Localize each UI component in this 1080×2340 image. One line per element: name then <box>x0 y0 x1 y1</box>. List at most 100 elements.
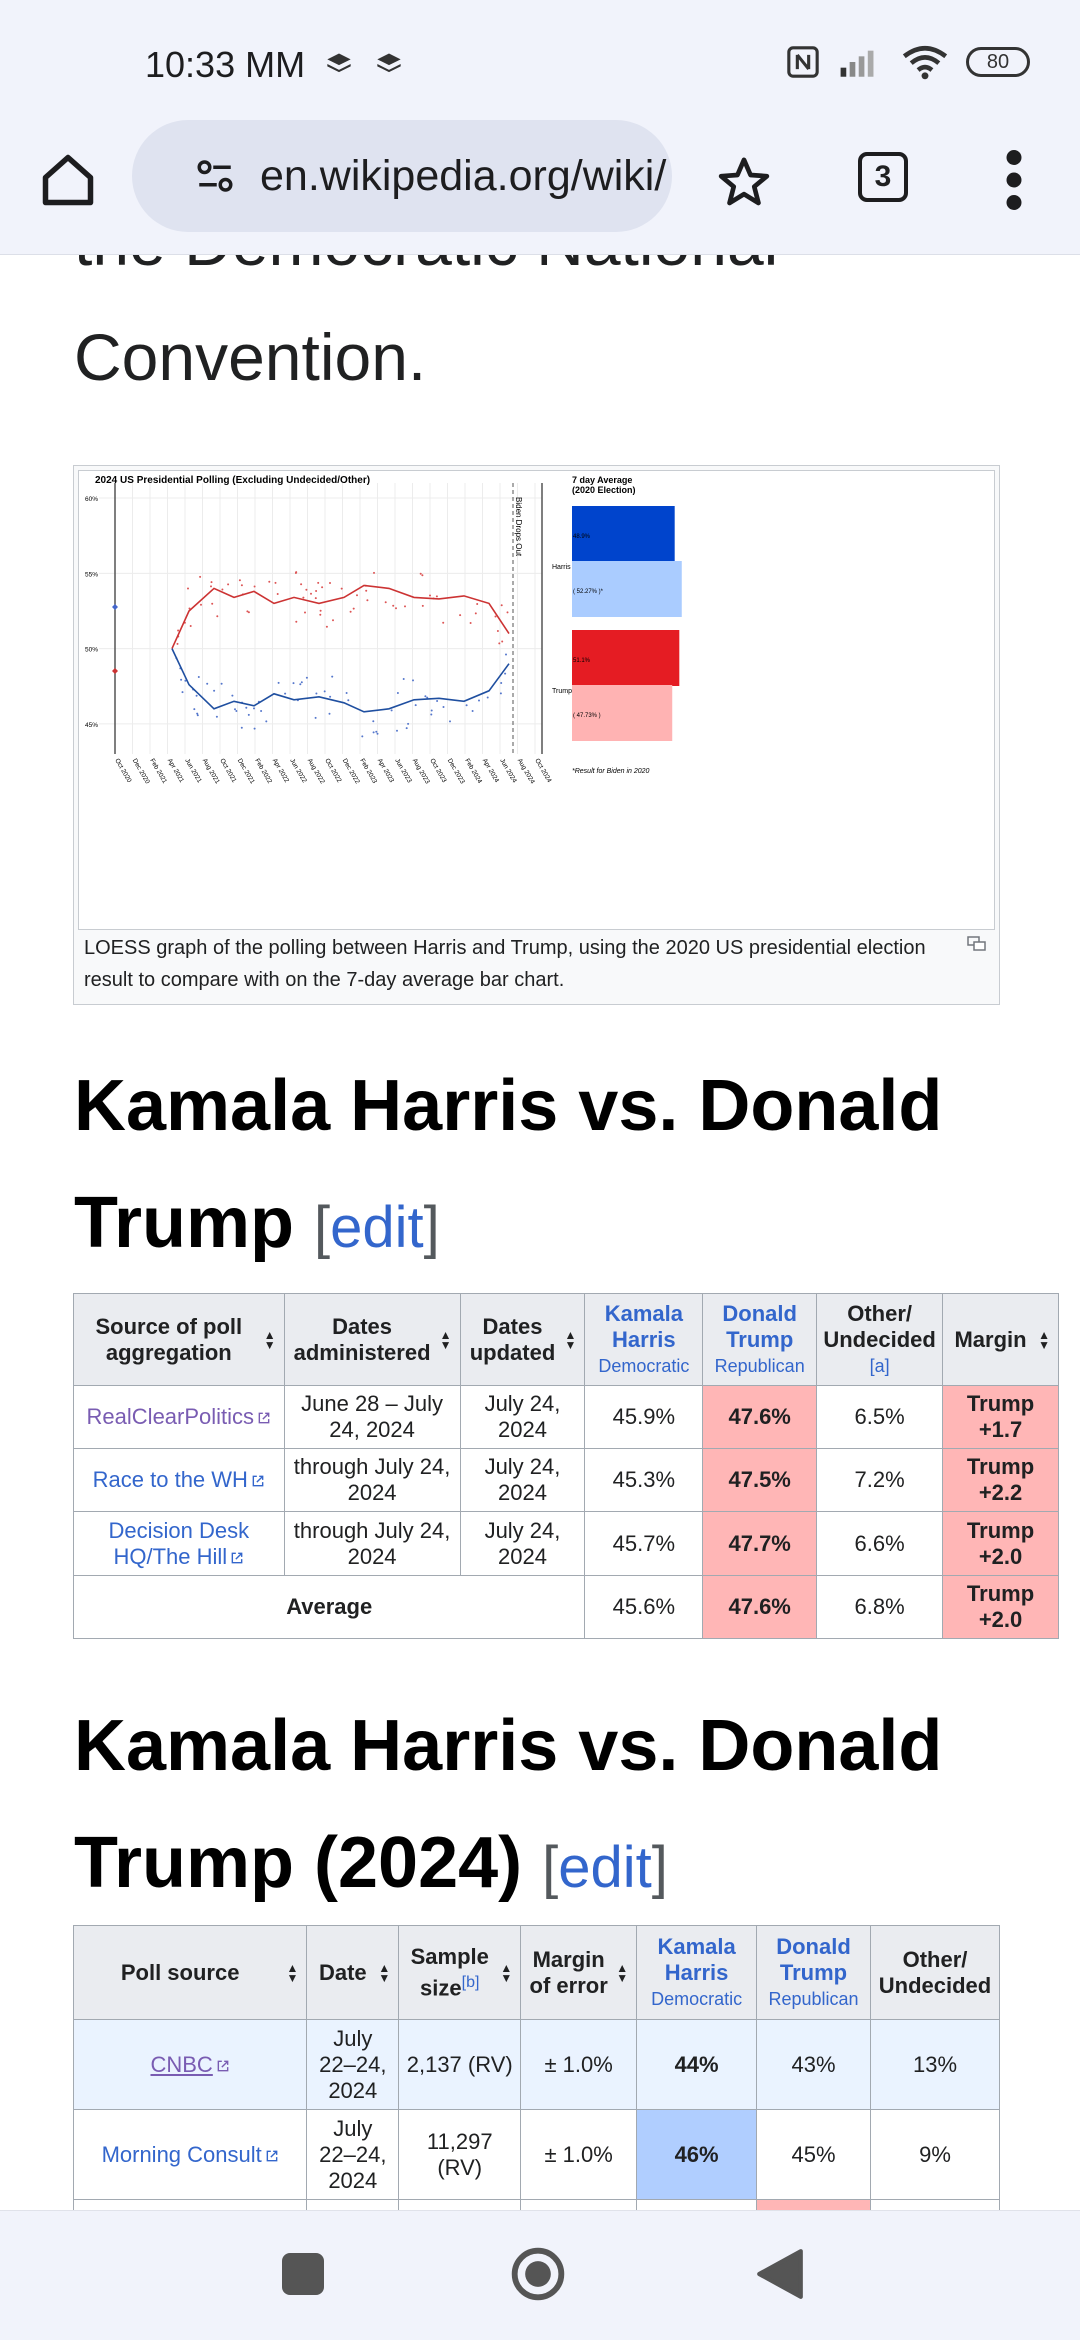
bar-trump <box>572 685 673 741</box>
cell-sample-size: 2,137 (RV) <box>398 2019 522 2110</box>
x-tick-label: Oct 2021 <box>218 758 237 785</box>
bar-trump <box>572 630 680 686</box>
poll-dot <box>331 675 334 678</box>
poll-dot <box>365 589 368 592</box>
poll-dot <box>340 587 343 590</box>
poll-dot <box>197 676 200 678</box>
edit-link[interactable]: edit <box>558 1835 652 1900</box>
poll-dot <box>390 709 393 712</box>
home-icon[interactable] <box>38 150 98 210</box>
cell-trump: 47.6% <box>702 1575 818 1639</box>
poll-dot <box>449 720 451 723</box>
column-header-trump[interactable]: Donald Trump Republican <box>756 1925 871 2020</box>
back-button-icon[interactable] <box>755 2247 805 2301</box>
poll-dot <box>404 605 406 608</box>
tab-switcher-button[interactable]: 3 <box>858 152 908 202</box>
cell-other: 6.6% <box>816 1511 944 1576</box>
table-row: CNBC July 22–24, 2024 2,137 (RV) ± 1.0% … <box>72 2019 1001 2110</box>
poll-dot <box>247 713 250 716</box>
column-header-other: Other/ Undecided [a] <box>816 1293 944 1386</box>
poll-dot <box>500 682 503 684</box>
column-header-margin[interactable]: Margin ▲ ▼ <box>942 1293 1059 1386</box>
poll-dot <box>325 625 328 628</box>
polling-chart: 2024 US Presidential Polling (Excluding … <box>85 475 682 786</box>
cell-dates-updated: July 24, 2024 <box>459 1448 586 1512</box>
poll-dot <box>474 612 477 615</box>
column-header-dates-updated[interactable]: Dates updated ▲ ▼ <box>459 1293 586 1386</box>
column-header-harris[interactable]: Kamala Harris Democratic <box>636 1925 758 2020</box>
recent-apps-button[interactable] <box>282 2253 324 2295</box>
poll-dot <box>486 696 489 699</box>
section-title-line: Kamala Harris vs. Donald <box>74 1706 943 1786</box>
site-settings-icon[interactable] <box>194 155 236 197</box>
poll-dot <box>210 581 213 584</box>
column-header-other: Other/ Undecided <box>869 1925 1001 2020</box>
wifi-icon <box>902 45 948 80</box>
poll-dot <box>426 696 429 699</box>
external-link-icon <box>258 1412 270 1424</box>
poll-dot <box>494 615 497 618</box>
poll-dot <box>328 712 331 715</box>
edit-link[interactable]: edit <box>330 1195 424 1260</box>
battery-indicator: 80 <box>966 47 1030 77</box>
cell-other: 6.8% <box>816 1575 944 1639</box>
poll-dot <box>238 579 241 582</box>
column-header-source[interactable]: Source of poll aggregation ▲ ▼ <box>73 1293 285 1386</box>
cell-dates-administered: June 28 – July 24, 2024 <box>283 1385 461 1449</box>
bookmark-star-icon[interactable] <box>716 154 772 210</box>
more-menu-icon[interactable] <box>1004 150 1024 210</box>
x-tick-label: Aug 2024 <box>516 758 536 786</box>
y-tick-label: 45% <box>85 722 98 729</box>
cell-margin: Trump +2.2 <box>942 1448 1059 1512</box>
poll-dot <box>459 614 462 617</box>
poll-dot <box>506 611 509 614</box>
harris-2020-marker <box>112 604 118 610</box>
source-link[interactable]: RealClearPolitics <box>73 1385 285 1449</box>
external-link-icon <box>217 2060 229 2071</box>
y-tick-label: 60% <box>85 496 98 503</box>
x-tick-label: Apr 2024 <box>481 758 500 785</box>
browser-toolbar: en.wikipedia.org/wiki/ 3 <box>0 120 1080 255</box>
poll-dot <box>235 710 238 712</box>
cell-dates-updated: July 24, 2024 <box>459 1511 586 1576</box>
section-title-line: Kamala Harris vs. Donald <box>74 1066 943 1146</box>
column-header-sample-size[interactable]: Sample size[b] ▲ ▼ <box>398 1925 522 2020</box>
cell-margin: Trump +1.7 <box>942 1385 1059 1449</box>
bar-value-label: 48.9% <box>573 534 591 540</box>
poll-dot <box>419 572 422 575</box>
x-tick-label: Oct 2024 <box>533 758 552 785</box>
layers-icon <box>327 53 351 73</box>
source-link[interactable]: Race to the WH <box>73 1448 285 1512</box>
poll-dot <box>352 607 355 610</box>
chart-marker-label: Biden Drops Out <box>514 497 523 557</box>
home-button-icon[interactable] <box>510 2246 566 2302</box>
poll-dot <box>227 583 230 586</box>
column-header-trump[interactable]: Donald Trump Republican <box>702 1293 818 1386</box>
poll-dot <box>199 575 202 578</box>
poll-dot <box>253 707 255 710</box>
footnote-link-a[interactable]: [a] <box>869 1355 890 1376</box>
polling-figure: 2024 US Presidential Polling (Excluding … <box>73 465 1000 1005</box>
column-header-margin-of-error[interactable]: Margin of error ▲ ▼ <box>520 1925 638 2020</box>
polling-chart-image[interactable]: 2024 US Presidential Polling (Excluding … <box>78 470 995 930</box>
chart-y-ticks: 60% 55% 50% 45% <box>85 496 98 729</box>
x-tick-label: Dec 2022 <box>341 758 361 786</box>
polling-aggregation-table: Source of poll aggregation ▲ ▼ Dates admin… <box>72 1293 1059 1639</box>
footnote-link-b[interactable]: [b] <box>461 1973 480 1991</box>
column-header-harris[interactable]: Kamala Harris Democratic <box>584 1293 704 1386</box>
poll-dot <box>314 597 317 600</box>
address-bar[interactable]: en.wikipedia.org/wiki/ <box>132 120 672 232</box>
x-tick-label: Dec 2020 <box>131 758 151 786</box>
source-link[interactable]: Decision Desk HQ/The Hill <box>73 1511 285 1576</box>
column-header-date[interactable]: Date ▲ ▼ <box>306 1925 400 2020</box>
table-row: RealClearPolitics June 28 – July 24, 202… <box>73 1385 1059 1449</box>
poll-dot <box>284 692 287 695</box>
poll-dot <box>276 593 279 595</box>
column-header-dates-administered[interactable]: Dates administered ▲ ▼ <box>283 1293 461 1386</box>
cell-harris: 44% <box>636 2019 758 2110</box>
column-header-poll-source[interactable]: Poll source ▲ ▼ <box>72 1925 308 2020</box>
poll-dot <box>349 610 352 613</box>
source-link[interactable]: CNBC <box>72 2019 308 2110</box>
source-link[interactable]: Morning Consult <box>72 2109 308 2200</box>
enlarge-icon[interactable] <box>967 936 987 952</box>
